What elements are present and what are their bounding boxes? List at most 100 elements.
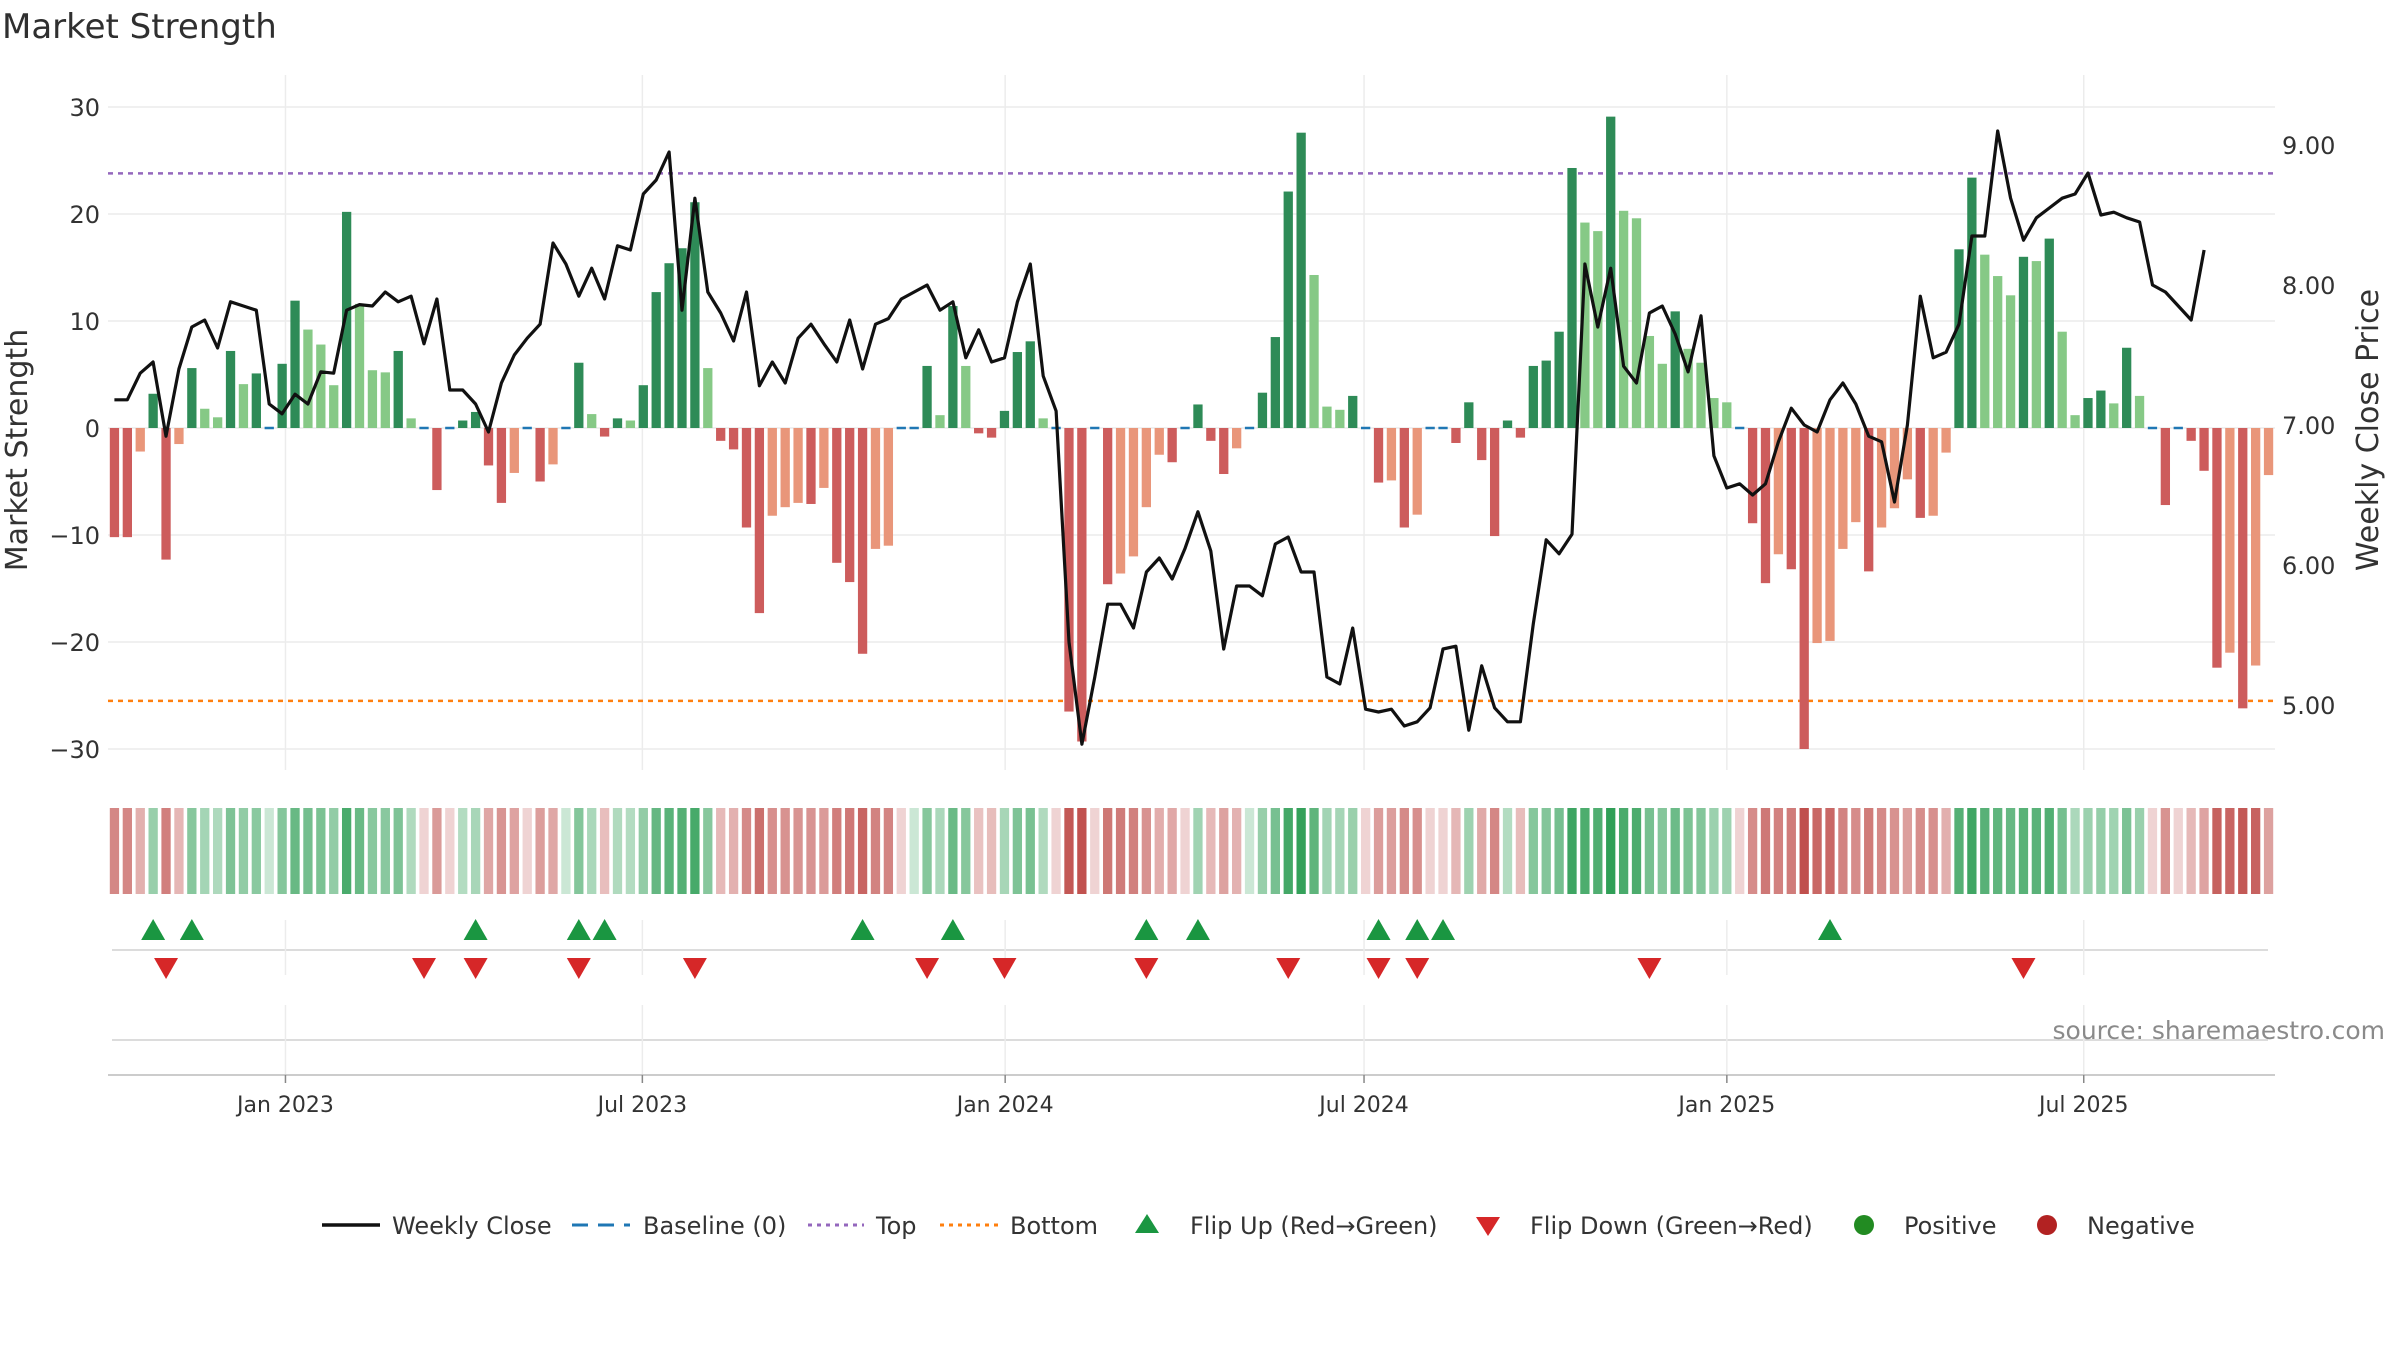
heat-cell [2044,808,2054,894]
flip-up-marker [850,919,875,940]
heat-cell [1606,808,1616,894]
heat-cell [1709,808,1719,894]
right-tick-label: 5.00 [2282,692,2335,720]
strength-bar [870,428,881,549]
strength-bar [1993,276,2003,428]
strength-bar [535,428,545,482]
strength-bar [1373,428,1384,483]
heat-cell [187,808,197,894]
legend-swatch-dot [2037,1215,2057,1235]
strength-bar [316,344,326,428]
heat-cell [303,808,313,894]
heat-cell [690,808,700,894]
strength-bar [1206,428,1216,441]
strength-bar [135,428,145,452]
heat-cell [2238,808,2248,894]
flip-down-marker [1637,958,1662,979]
heat-cell [1541,808,1551,894]
strength-bar [1528,365,1538,428]
heat-cell [1799,808,1809,894]
heat-cell [832,808,842,894]
strength-bar [2160,428,2171,506]
flip-down-marker [992,958,1017,979]
right-tick-label: 7.00 [2282,412,2335,440]
heat-cell [1025,808,1035,894]
strength-bar [728,428,739,450]
x-tick-label: Jan 2023 [235,1093,334,1118]
chart-title: Market Strength [2,7,277,47]
strength-bar [1696,362,1706,428]
strength-bar [1928,428,1938,516]
strength-bar [2199,428,2209,471]
heat-cell [741,808,752,894]
heat-cell [625,808,636,894]
flip-down-marker [2011,958,2036,979]
heat-cell [2122,808,2132,894]
strength-bar [1386,428,1397,481]
strength-bar [1889,428,1900,509]
heat-cell [548,808,558,894]
heat-cell [2225,808,2235,894]
heat-cell [1064,808,1074,894]
heat-cell [1670,808,1680,894]
strength-bar [1902,428,1913,480]
heat-cell [1257,808,1268,894]
heat-cell [419,808,429,894]
heat-cell [961,808,971,894]
heat-cell [986,808,997,894]
heat-cell [1373,808,1384,894]
strength-bar [1451,428,1461,443]
strength-bar [1631,218,1642,428]
heat-cell [1219,808,1229,894]
strength-bar [1825,428,1835,641]
strength-bar [238,384,249,428]
heat-cell [1502,808,1513,894]
strength-bar [1773,428,1784,555]
right-tick-label: 8.00 [2282,272,2335,300]
legend: Weekly Close Baseline (0) Top Bottom Flip Up… [322,1212,2195,1240]
heat-cell [1154,808,1164,894]
heat-cell [1090,808,1100,894]
heat-cell [870,808,881,894]
heat-cell [574,808,584,894]
legend-label: Positive [1904,1212,1997,1240]
heat-cell [780,808,790,894]
heat-cell [1103,808,1113,894]
heat-cell [638,808,648,894]
strength-bar [999,410,1010,428]
heat-cell [470,808,481,894]
strength-bar [1593,231,1603,428]
heat-cell [1528,808,1538,894]
strength-bar [1567,167,1577,429]
heat-cell [974,808,984,894]
flip-down-marker [682,958,707,979]
strength-bar [1760,428,1771,584]
heat-cell [1683,808,1693,894]
heat-cell [2212,808,2222,894]
heat-cell [2199,808,2209,894]
heat-cell [225,808,236,894]
heat-cell [1464,808,1474,894]
heat-cell [354,808,365,894]
flip-up-marker [1405,919,1430,940]
heat-cell [1760,808,1771,894]
strength-bar [1489,428,1500,537]
legend-swatch-flip-up [1135,1214,1159,1233]
heat-cell [535,808,545,894]
right-axis-title: Weekly Close Price [2351,289,2386,571]
heat-cell [1812,808,1822,894]
strength-bar [1348,395,1358,428]
heat-cell [212,808,223,894]
heat-cell [1631,808,1642,894]
heat-cell [1580,808,1590,894]
strength-bar [1541,360,1551,428]
heat-cell [806,808,816,894]
heat-cell [1980,808,1990,894]
legend-swatch-flip-down [1476,1217,1500,1236]
strength-bar [2263,428,2274,476]
strength-bar [961,365,971,428]
heat-cell [161,808,171,894]
strength-bar [1335,409,1345,428]
flip-down-marker [1405,958,1430,979]
heat-cell [1038,808,1048,894]
